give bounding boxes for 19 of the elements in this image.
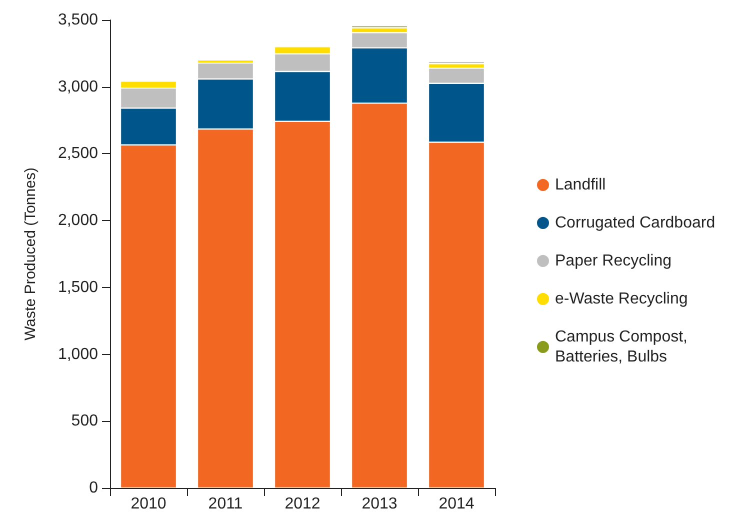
y-tick-label: 0 [89, 480, 98, 496]
y-tick-label: 1,500 [58, 278, 98, 296]
y-tick-label: 1,000 [58, 346, 98, 363]
x-tick-label: 2012 [284, 496, 320, 512]
y-axis-title: Waste Produced (Tonnes) [22, 168, 39, 340]
y-tick-label: 2,500 [58, 145, 98, 162]
y-tick-label: 3,000 [58, 78, 98, 96]
y-tick-label: 3,500 [58, 12, 98, 28]
y-tick-label: 2,000 [58, 212, 98, 230]
legend-label: Campus Compost, Batteries, Bulbs [555, 328, 688, 366]
legend-label: e-Waste Recycling [555, 290, 688, 308]
legend-label: Paper Recycling [555, 252, 672, 270]
x-tick-label: 2010 [130, 496, 166, 512]
legend-label: Corrugated Cardboard [555, 214, 716, 232]
x-tick-label: 2011 [208, 496, 243, 512]
x-tick-label: 2013 [362, 496, 398, 512]
x-tick-label: 2014 [438, 496, 474, 512]
y-tick-label: 500 [71, 412, 98, 430]
legend-label: Landfill [555, 176, 606, 194]
